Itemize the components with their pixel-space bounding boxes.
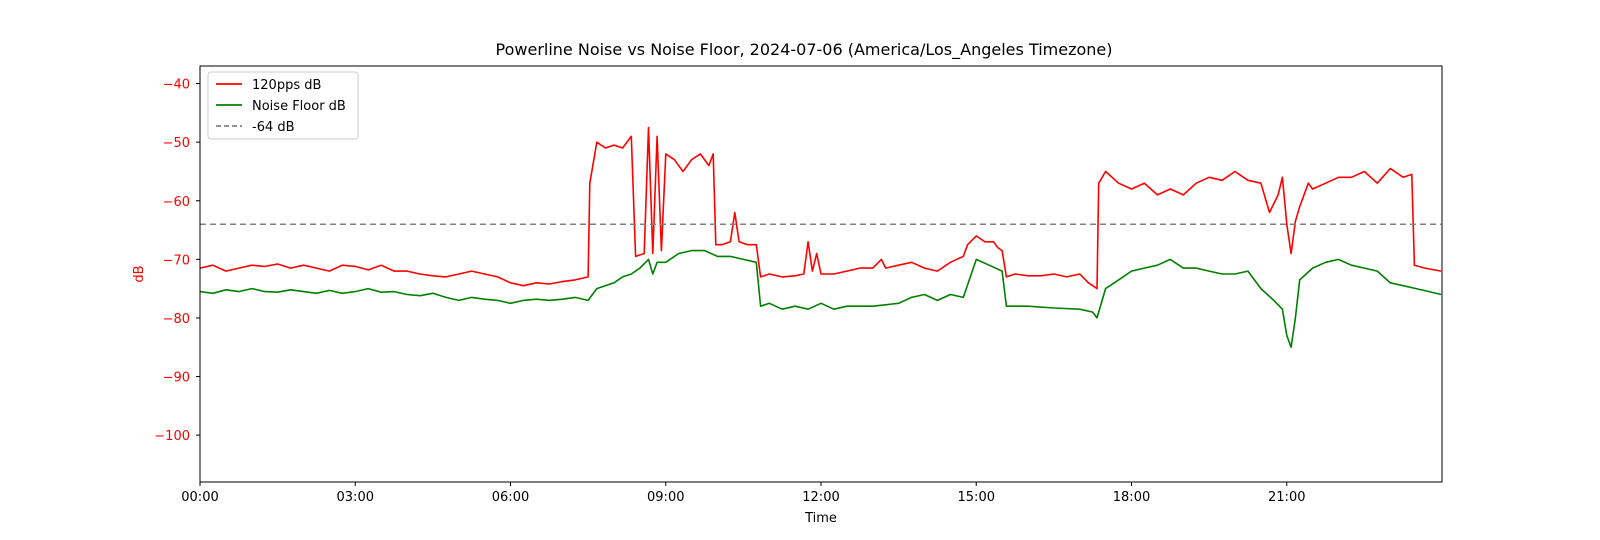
x-tick-label: 06:00	[492, 490, 529, 505]
x-tick-label: 18:00	[1113, 490, 1150, 505]
legend: 120pps dB Noise Floor dB -64 dB	[207, 71, 359, 140]
plot-lines	[199, 126, 1442, 348]
legend-box	[207, 71, 359, 140]
y-tick-label: −80	[163, 312, 190, 327]
x-tick-label: 03:00	[337, 490, 374, 505]
x-axis: 00:00 03:00 06:00 09:00 12:00 15:00 18:00 21:00	[181, 482, 1305, 505]
x-tick-label: 21:00	[1268, 490, 1305, 505]
y-axis-label: dB	[132, 265, 147, 282]
y-tick-label: −100	[154, 429, 190, 444]
y-axis: −40 −50 −60 −70 −80 −90 −100	[154, 78, 200, 444]
x-tick-label: 00:00	[181, 490, 218, 505]
y-tick-label: −40	[163, 78, 190, 93]
legend-label-64-db: -64 dB	[252, 120, 295, 135]
series-line-120pps-db	[199, 126, 1442, 290]
legend-label-noise-floor-db: Noise Floor dB	[252, 99, 346, 114]
y-tick-label: −70	[163, 253, 190, 268]
x-tick-label: 15:00	[958, 490, 995, 505]
x-tick-label: 09:00	[647, 490, 684, 505]
series-line-noise-floor-db	[199, 249, 1442, 348]
y-tick-label: −50	[163, 136, 190, 151]
y-tick-label: −90	[163, 371, 190, 386]
x-axis-label: Time	[804, 511, 837, 526]
legend-label-120pps-db: 120pps dB	[252, 78, 321, 93]
x-tick-label: 12:00	[802, 490, 839, 505]
y-tick-label: −60	[163, 195, 190, 210]
chart-title: Powerline Noise vs Noise Floor, 2024-07-…	[496, 40, 1113, 60]
